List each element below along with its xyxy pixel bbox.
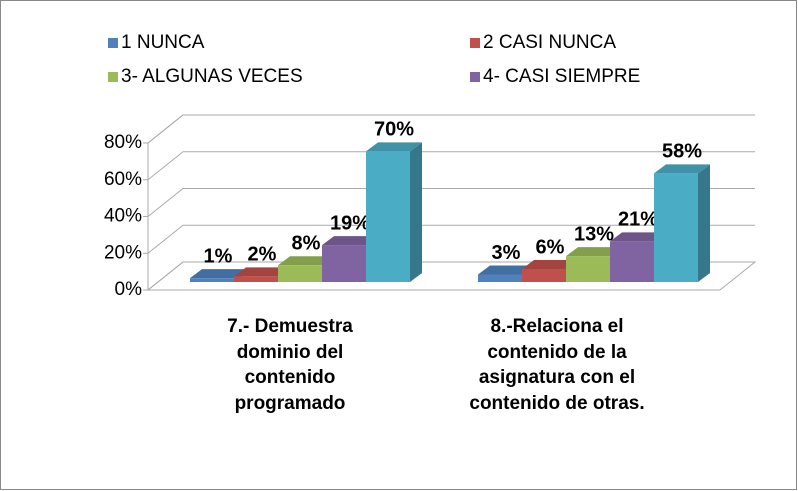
bar <box>610 241 654 282</box>
y-tick-label: 20% <box>104 242 142 263</box>
bar <box>654 173 698 282</box>
grid-line <box>147 188 755 217</box>
legend-swatch <box>108 38 118 48</box>
bar <box>234 276 278 282</box>
bar-top <box>234 267 290 277</box>
grid-line <box>147 224 755 254</box>
x-tick-label: 8.-Relaciona el contenido de la asignatu… <box>469 316 645 414</box>
legend-label: 4- CASI SIEMPRE <box>483 66 640 87</box>
data-label: 21% <box>618 209 658 231</box>
y-tick-label: 60% <box>104 169 142 190</box>
bar-top <box>366 142 422 152</box>
legend-swatch <box>470 72 480 82</box>
bar <box>278 265 322 282</box>
y-tick-label: 0% <box>115 279 143 300</box>
data-label: 70% <box>374 119 414 141</box>
bar-top <box>654 164 710 174</box>
grid-line <box>147 151 755 181</box>
bar-top <box>478 265 534 275</box>
legend-label: 3- ALGUNAS VECES <box>121 66 303 87</box>
data-label: 1% <box>204 245 233 267</box>
bar-side <box>698 164 710 282</box>
y-tick-label: 40% <box>104 206 142 227</box>
data-label: 2% <box>248 244 277 266</box>
x-tick-label: 7.- Demuestra dominio del contenido prog… <box>227 316 353 414</box>
legend-swatch <box>108 72 118 82</box>
legend-label: 2 CASI NUNCA <box>483 32 616 53</box>
y-tick-label: 80% <box>104 132 142 153</box>
data-label: 8% <box>292 233 321 255</box>
bar-top <box>522 259 578 269</box>
legend-label: 1 NUNCA <box>121 32 205 53</box>
bar-top <box>190 269 246 279</box>
bar <box>522 268 566 282</box>
bar-top <box>322 236 378 246</box>
bar <box>566 256 610 282</box>
bar-side <box>410 142 422 282</box>
data-label: 19% <box>330 212 370 234</box>
bar-top <box>610 232 666 242</box>
grid-line <box>147 114 755 144</box>
data-label: 58% <box>662 141 702 163</box>
legend-swatch <box>470 38 480 48</box>
bar <box>190 278 234 282</box>
data-label: 3% <box>492 242 521 264</box>
bar-top <box>278 256 334 266</box>
bar <box>478 274 522 282</box>
data-label: 6% <box>536 236 565 258</box>
data-label: 13% <box>574 223 614 245</box>
bar <box>322 245 366 282</box>
bar-top <box>566 247 622 257</box>
bar <box>366 151 410 282</box>
